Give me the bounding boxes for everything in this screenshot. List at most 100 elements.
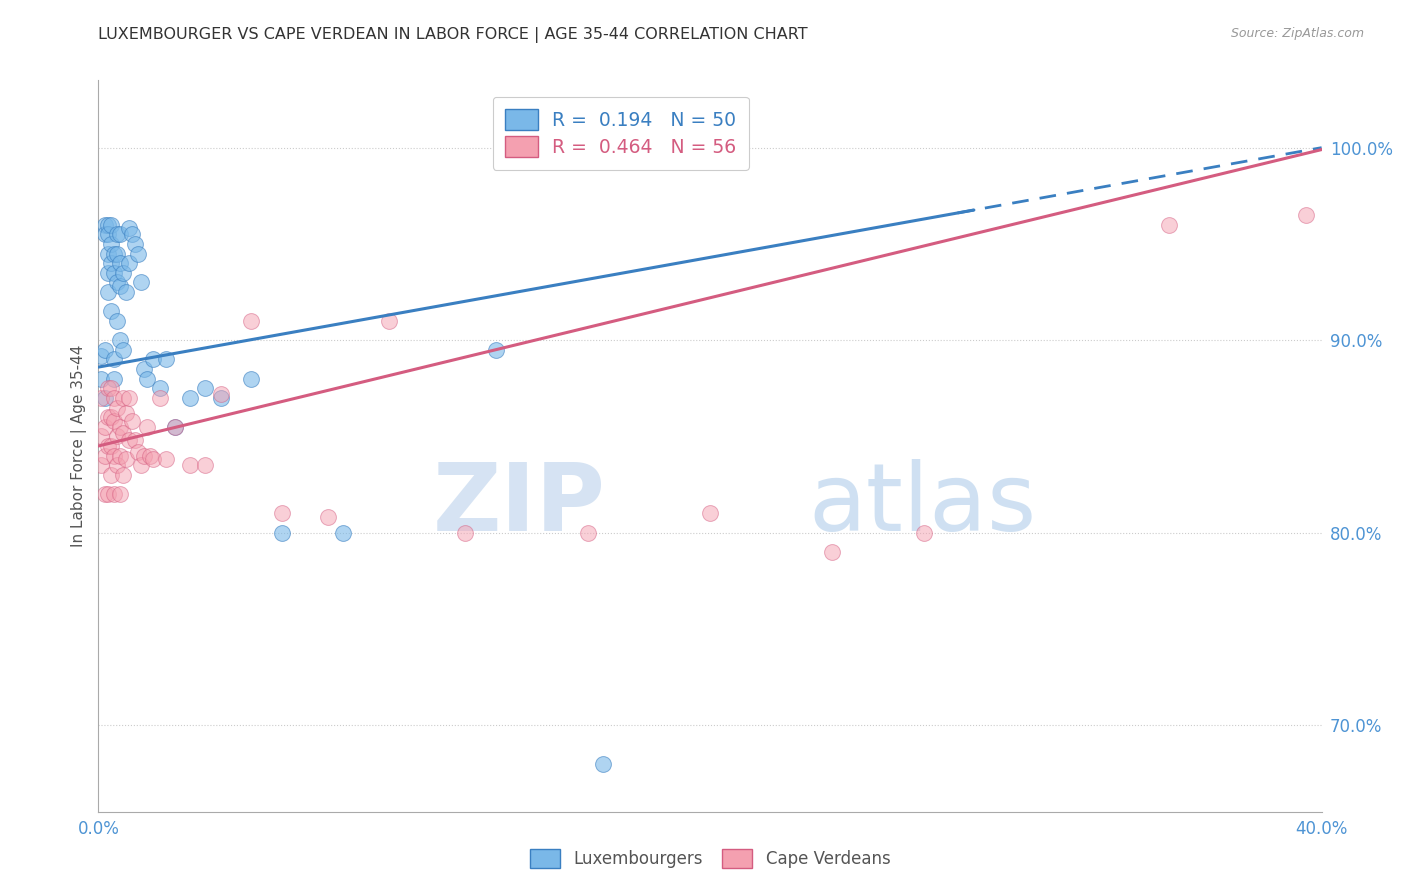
Point [136, 371, 159, 385]
Point [97, 410, 120, 425]
Point [103, 487, 125, 501]
Point [118, 256, 141, 270]
Point [378, 314, 401, 328]
Point [124, 434, 146, 448]
Point [163, 419, 186, 434]
Point [179, 391, 201, 405]
Point [105, 227, 128, 242]
Point [103, 266, 125, 280]
Point [240, 314, 263, 328]
Point [209, 387, 232, 401]
Legend: Luxembourgers, Cape Verdeans: Luxembourgers, Cape Verdeans [522, 840, 898, 877]
Point [454, 525, 477, 540]
Point [108, 487, 131, 501]
Point [103, 391, 125, 405]
Point [108, 449, 131, 463]
Point [194, 458, 217, 473]
Point [111, 391, 134, 405]
Point [149, 391, 172, 405]
Point [115, 452, 138, 467]
Point [316, 510, 339, 524]
Point [97, 487, 120, 501]
Point [108, 419, 131, 434]
Point [105, 429, 128, 443]
Point [105, 458, 128, 473]
Point [108, 333, 131, 347]
Text: atlas: atlas [808, 458, 1036, 550]
Point [270, 525, 292, 540]
Point [93, 391, 115, 405]
Point [93, 343, 115, 357]
Point [97, 285, 120, 299]
Point [118, 434, 141, 448]
Point [124, 236, 146, 251]
Point [821, 545, 844, 559]
Point [142, 452, 165, 467]
Point [90, 458, 112, 473]
Point [209, 391, 232, 405]
Point [592, 756, 614, 771]
Point [121, 414, 143, 428]
Point [100, 218, 122, 232]
Point [118, 221, 141, 235]
Point [129, 458, 152, 473]
Point [90, 429, 112, 443]
Point [194, 381, 217, 395]
Point [699, 507, 721, 521]
Point [100, 236, 122, 251]
Point [912, 525, 935, 540]
Point [118, 391, 141, 405]
Point [105, 276, 128, 290]
Point [485, 343, 508, 357]
Point [332, 525, 354, 540]
Point [163, 419, 186, 434]
Point [97, 439, 120, 453]
Point [100, 410, 122, 425]
Point [111, 343, 134, 357]
Point [90, 349, 112, 363]
Point [108, 279, 131, 293]
Point [111, 425, 134, 440]
Text: Source: ZipAtlas.com: Source: ZipAtlas.com [1230, 27, 1364, 40]
Point [100, 381, 122, 395]
Point [97, 227, 120, 242]
Text: ZIP: ZIP [433, 458, 606, 550]
Point [100, 467, 122, 482]
Point [1157, 218, 1180, 232]
Point [127, 246, 149, 260]
Point [127, 444, 149, 458]
Point [155, 352, 177, 367]
Point [93, 227, 115, 242]
Point [93, 218, 115, 232]
Point [129, 276, 152, 290]
Point [90, 391, 112, 405]
Point [121, 227, 143, 242]
Point [97, 266, 120, 280]
Point [115, 285, 138, 299]
Point [111, 266, 134, 280]
Point [105, 246, 128, 260]
Point [103, 246, 125, 260]
Point [103, 352, 125, 367]
Point [134, 362, 156, 376]
Y-axis label: In Labor Force | Age 35-44: In Labor Force | Age 35-44 [72, 345, 87, 547]
Point [93, 449, 115, 463]
Point [105, 314, 128, 328]
Point [100, 439, 122, 453]
Point [103, 414, 125, 428]
Point [155, 452, 177, 467]
Point [97, 218, 120, 232]
Point [139, 449, 162, 463]
Point [179, 458, 201, 473]
Point [115, 406, 138, 420]
Point [103, 449, 125, 463]
Point [142, 352, 165, 367]
Point [134, 449, 156, 463]
Text: LUXEMBOURGER VS CAPE VERDEAN IN LABOR FORCE | AGE 35-44 CORRELATION CHART: LUXEMBOURGER VS CAPE VERDEAN IN LABOR FO… [98, 27, 808, 43]
Point [111, 467, 134, 482]
Point [100, 256, 122, 270]
Point [97, 246, 120, 260]
Point [270, 507, 292, 521]
Point [103, 371, 125, 385]
Point [1295, 208, 1317, 222]
